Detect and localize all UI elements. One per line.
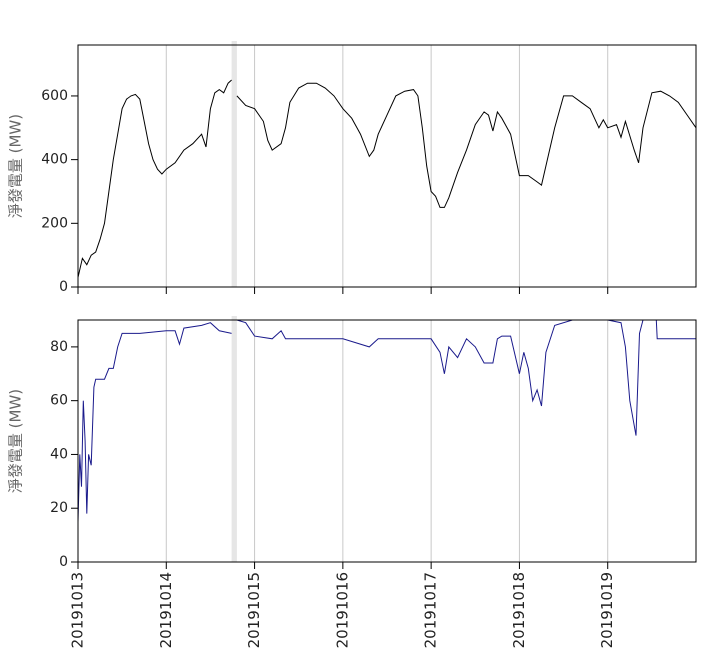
y-tick-label: 200	[41, 215, 68, 231]
data-gap	[231, 316, 237, 562]
plot-frame	[77, 319, 697, 563]
data-line	[77, 79, 697, 278]
y-axis-label: 淨發電量 (MW)	[7, 114, 25, 218]
x-tick-label: 20191018	[510, 572, 528, 648]
x-tick-label: 20191017	[422, 572, 440, 648]
y-tick-label: 0	[59, 279, 68, 295]
x-tick-label: 20191013	[69, 572, 87, 648]
y-tick-label: 60	[50, 393, 68, 409]
y-tick-label: 400	[41, 152, 68, 168]
x-tick-label: 20191016	[333, 572, 351, 648]
y-tick-label: 80	[50, 339, 68, 355]
y-tick-label: 600	[41, 88, 68, 104]
y-tick-label: 20	[50, 500, 68, 516]
data-gap	[231, 41, 237, 287]
x-tick-label: 20191019	[598, 572, 616, 648]
y-tick-label: 0	[59, 554, 68, 570]
x-tick-label: 20191015	[245, 572, 263, 648]
plot-frame	[77, 44, 697, 288]
y-tick-label: 40	[50, 446, 68, 462]
y-axis-label: 淨發電量 (MW)	[7, 389, 25, 493]
data-line	[77, 319, 696, 522]
x-tick-label: 20191014	[157, 572, 175, 648]
